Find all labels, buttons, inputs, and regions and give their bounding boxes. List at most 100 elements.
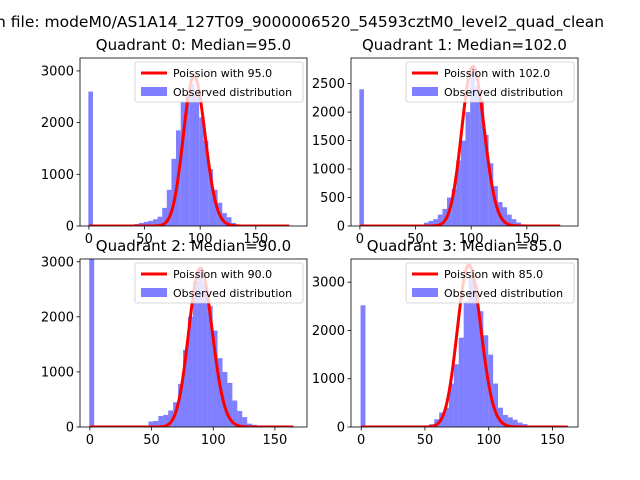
x-tick-label: 0: [85, 232, 93, 247]
histogram-bar: [360, 305, 366, 427]
legend-box: [405, 262, 575, 304]
quadrant-2-chart: 0 50 100 150 0 1000 2000 3000 Quadrant 2: Median…: [41, 237, 308, 448]
axes-frame: [350, 258, 579, 428]
histogram-bar: [460, 140, 466, 226]
histogram-bar: [178, 384, 184, 427]
histogram-bar: [162, 207, 167, 226]
histogram-bar: [507, 214, 512, 226]
histogram-bar: [212, 330, 218, 427]
quadrant-3-chart: 0 50 100 150 0 1000 2000 3000 Quadrant 3: Median…: [312, 237, 579, 448]
x-tick-label: 150: [263, 433, 288, 448]
chart-title: Quadrant 3: Median=85.0: [367, 237, 562, 255]
plot-area: [88, 259, 295, 427]
histogram-bar: [498, 407, 503, 427]
x-tick-label: 150: [514, 232, 539, 247]
legend-label-observed: Observed distribution: [173, 287, 292, 300]
histogram-bar: [157, 216, 163, 226]
y-tick-label: 0: [337, 421, 345, 436]
legend-label-observed: Observed distribution: [173, 86, 292, 99]
histogram-bar: [433, 219, 438, 226]
histogram-bar: [153, 420, 159, 427]
histogram-bar: [242, 417, 248, 427]
legend-label-poisson: Poission with 90.0: [173, 268, 272, 281]
histogram-bar: [203, 140, 209, 226]
legend-bar-swatch: [412, 87, 438, 96]
histogram-bar: [222, 213, 227, 226]
histogram-bar: [180, 101, 186, 226]
y-tick-label: 1000: [312, 372, 345, 387]
histogram-bar: [359, 89, 364, 226]
x-tick-label: 0: [356, 232, 364, 247]
histogram-bar: [428, 220, 434, 226]
histogram-bar: [183, 349, 188, 427]
legend: Poission with 85.0 Observed distribution: [405, 262, 575, 304]
histogram-bar: [517, 422, 523, 427]
y-tick-label: 2000: [41, 310, 74, 325]
y-tick-label: 2000: [41, 116, 74, 131]
axes-frame: [350, 57, 579, 227]
histogram-bar: [148, 220, 153, 226]
histogram-bar: [189, 83, 195, 226]
histogram-bar: [502, 414, 508, 427]
y-tick-label: 1000: [41, 168, 74, 183]
legend: Poission with 95.0 Observed distribution: [134, 61, 304, 103]
histogram-bar: [212, 189, 218, 226]
histogram-bar: [507, 417, 513, 427]
histogram-bar: [143, 221, 149, 226]
histogram-bar: [516, 222, 521, 226]
y-tick-label: 1000: [41, 365, 74, 380]
histogram-bar: [187, 316, 193, 427]
histogram-bar: [222, 371, 228, 427]
axes-frame: [79, 57, 308, 227]
histogram-bar: [232, 400, 238, 427]
histogram-bar: [139, 222, 144, 226]
histogram-bar: [168, 410, 174, 427]
histogram-bar: [456, 160, 461, 226]
y-tick-label: 500: [320, 191, 345, 206]
y-tick-label: 2000: [312, 106, 345, 121]
histogram-bar: [202, 283, 208, 427]
histogram-bar: [185, 96, 190, 226]
histogram-bar: [423, 222, 429, 226]
histogram-bar: [158, 415, 164, 427]
legend-box: [134, 262, 304, 304]
poisson-curve: [88, 266, 295, 427]
legend-bar-swatch: [412, 288, 438, 297]
histogram-bar: [502, 207, 508, 226]
histogram-bar: [465, 112, 471, 226]
histogram-bar: [451, 188, 457, 226]
histogram-bar: [237, 411, 243, 427]
histogram-bar: [458, 337, 464, 427]
histogram-bar: [192, 281, 198, 427]
chart-title: Quadrant 1: Median=102.0: [362, 36, 567, 54]
x-tick-label: 50: [143, 433, 160, 448]
y-tick-label: 2500: [312, 77, 345, 92]
histogram-bar: [511, 219, 517, 226]
legend-label-poisson: Poission with 85.0: [444, 268, 543, 281]
y-tick-label: 1000: [312, 163, 345, 178]
histogram-bar: [171, 158, 177, 226]
histogram-bar: [483, 335, 489, 427]
x-tick-label: 150: [243, 232, 268, 247]
histogram-bar: [493, 383, 499, 427]
axes-frame: [79, 258, 308, 428]
histogram-bar: [197, 267, 203, 427]
histogram-bar: [483, 134, 489, 226]
histogram-bar: [148, 421, 154, 427]
y-tick-label: 2000: [312, 324, 345, 339]
y-tick-label: 0: [337, 220, 345, 235]
x-tick-label: 100: [476, 433, 501, 448]
y-tick-label: 3000: [41, 255, 74, 270]
y-tick-label: 0: [66, 421, 74, 436]
y-tick-label: 0: [66, 220, 74, 235]
chart-title: Quadrant 0: Median=95.0: [96, 36, 291, 54]
y-tick-label: 1500: [312, 134, 345, 149]
histogram-bar: [88, 91, 93, 226]
legend-label-poisson: Poission with 102.0: [444, 67, 550, 80]
legend: Poission with 90.0 Observed distribution: [134, 262, 304, 304]
histogram-bar: [470, 72, 475, 226]
legend: Poission with 102.0 Observed distribution: [405, 61, 575, 103]
histogram-bar: [448, 383, 454, 427]
